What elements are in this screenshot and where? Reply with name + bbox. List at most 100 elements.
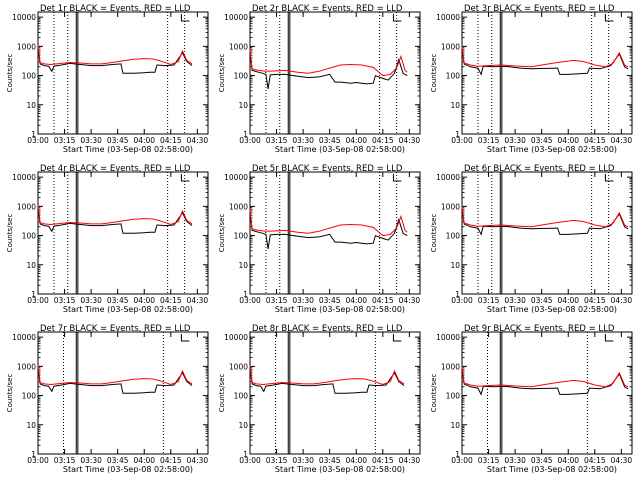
y-tick-label: 10: [238, 101, 248, 110]
x-tick-label: 04:15: [372, 136, 394, 145]
y-tick-label: 10000: [12, 333, 36, 342]
series-events-line: [461, 367, 629, 396]
chart-panel-5: Det 5r BLACK = Events, RED = LLD 1 10 100 10…: [218, 164, 421, 314]
y-axis-label: Counts/sec: [218, 214, 226, 253]
x-tick-label: 03:45: [107, 296, 129, 305]
series-lld-line: [37, 45, 193, 66]
y-tick-label: 1: [243, 290, 248, 299]
x-tick-label: 04:15: [584, 296, 606, 305]
x-tick-label: 04:30: [611, 456, 633, 465]
plot-frame: [249, 171, 421, 295]
y-tick-label: 10000: [224, 13, 248, 22]
x-tick-label: 04:30: [399, 136, 421, 145]
y-tick-label: 100: [446, 392, 461, 401]
chart-panel-3: Det 3r BLACK = Events, RED = LLD 1 10 100 10…: [430, 4, 633, 154]
y-axis-label: Counts/sec: [6, 54, 14, 93]
x-tick-label: 03:45: [531, 136, 553, 145]
y-axis-label: Counts/sec: [6, 214, 14, 253]
y-axis-label: Counts/sec: [430, 54, 438, 93]
series-events-line: [37, 206, 193, 234]
plot-frame: [461, 171, 633, 295]
x-tick-label: 03:15: [478, 136, 500, 145]
bracket-marker: [180, 334, 190, 342]
x-axis-label: Start Time (03-Sep-08 02:58:00): [275, 465, 405, 474]
x-tick-label: 04:15: [160, 456, 182, 465]
x-axis-label: Start Time (03-Sep-08 02:58:00): [63, 145, 193, 154]
y-tick-label: 100: [22, 72, 37, 81]
y-tick-label: 100: [446, 72, 461, 81]
x-tick-label: 04:30: [399, 296, 421, 305]
y-tick-label: 100: [22, 232, 37, 241]
x-tick-label: 03:00: [27, 296, 49, 305]
x-tick-label: 04:00: [133, 296, 155, 305]
chart-panel-6: Det 6r BLACK = Events, RED = LLD 1 10 100 10…: [430, 164, 633, 314]
x-tick-label: 03:45: [319, 136, 341, 145]
y-axis-label: Counts/sec: [430, 374, 438, 413]
y-tick-label: 1: [455, 290, 460, 299]
x-tick-label: 04:30: [399, 456, 421, 465]
y-tick-label: 1: [243, 450, 248, 459]
y-tick-label: 1: [243, 130, 248, 139]
x-tick-label: 03:15: [54, 136, 76, 145]
plot-frame: [249, 11, 421, 135]
x-tick-label: 04:15: [372, 296, 394, 305]
x-tick-label: 03:30: [80, 136, 102, 145]
y-tick-label: 1000: [229, 362, 248, 371]
chart-panel-8: Det 8r BLACK = Events, RED = LLD 1 10 100 10…: [218, 324, 421, 474]
plot-frame: [37, 171, 209, 295]
x-tick-label: 03:30: [504, 456, 526, 465]
x-tick-label: 04:15: [160, 296, 182, 305]
plot-frame: [37, 331, 209, 455]
series-events-line: [37, 46, 193, 74]
y-tick-label: 10: [450, 261, 460, 270]
series-events-line: [249, 210, 408, 249]
x-tick-label: 03:00: [239, 136, 261, 145]
chart-title: Det 4r BLACK = Events, RED = LLD: [40, 164, 191, 174]
x-tick-label: 03:45: [107, 456, 129, 465]
series-lld-line: [37, 365, 193, 386]
y-tick-label: 100: [234, 72, 249, 81]
series-lld-line: [461, 46, 629, 68]
series-events-line: [461, 47, 629, 76]
x-axis-label: Start Time (03-Sep-08 02:58:00): [275, 305, 405, 314]
x-tick-label: 03:45: [319, 296, 341, 305]
plot-frame: [461, 11, 633, 135]
x-tick-label: 04:30: [611, 296, 633, 305]
x-tick-label: 03:45: [319, 456, 341, 465]
chart-title: Det 6r BLACK = Events, RED = LLD: [464, 164, 615, 174]
chart-title: Det 5r BLACK = Events, RED = LLD: [252, 164, 403, 174]
y-tick-label: 100: [22, 392, 37, 401]
y-tick-label: 1000: [17, 202, 36, 211]
x-tick-label: 03:30: [80, 296, 102, 305]
x-tick-label: 04:15: [160, 136, 182, 145]
chart-panel-1: Det 1r BLACK = Events, RED = LLD 1 10 100 10…: [6, 4, 209, 154]
x-tick-label: 04:00: [557, 136, 579, 145]
y-tick-label: 1000: [17, 42, 36, 51]
x-axis-label: Start Time (03-Sep-08 02:58:00): [63, 305, 193, 314]
x-axis-label: Start Time (03-Sep-08 02:58:00): [487, 465, 617, 474]
series-lld-line: [461, 366, 629, 388]
x-tick-label: 03:00: [451, 296, 473, 305]
x-tick-label: 04:30: [611, 136, 633, 145]
x-axis-label: Start Time (03-Sep-08 02:58:00): [63, 465, 193, 474]
series-events-line: [249, 366, 405, 394]
plot-frame: [37, 11, 209, 135]
x-tick-label: 03:00: [27, 456, 49, 465]
chart-title: Det 9r BLACK = Events, RED = LLD: [464, 324, 615, 334]
x-tick-label: 03:00: [451, 136, 473, 145]
x-tick-label: 03:30: [80, 456, 102, 465]
x-tick-label: 04:00: [345, 296, 367, 305]
x-axis-label: Start Time (03-Sep-08 02:58:00): [487, 305, 617, 314]
x-tick-label: 04:30: [187, 136, 209, 145]
chart-panel-7: Det 7r BLACK = Events, RED = LLD 1 10 100 10…: [6, 324, 209, 474]
y-tick-label: 1000: [229, 202, 248, 211]
x-tick-label: 03:15: [54, 456, 76, 465]
series-lld-line: [461, 206, 629, 228]
x-tick-label: 03:00: [27, 136, 49, 145]
x-tick-label: 03:30: [504, 296, 526, 305]
y-axis-label: Counts/sec: [6, 374, 14, 413]
y-tick-label: 1: [31, 290, 36, 299]
y-tick-label: 1: [455, 130, 460, 139]
x-tick-label: 03:15: [54, 296, 76, 305]
